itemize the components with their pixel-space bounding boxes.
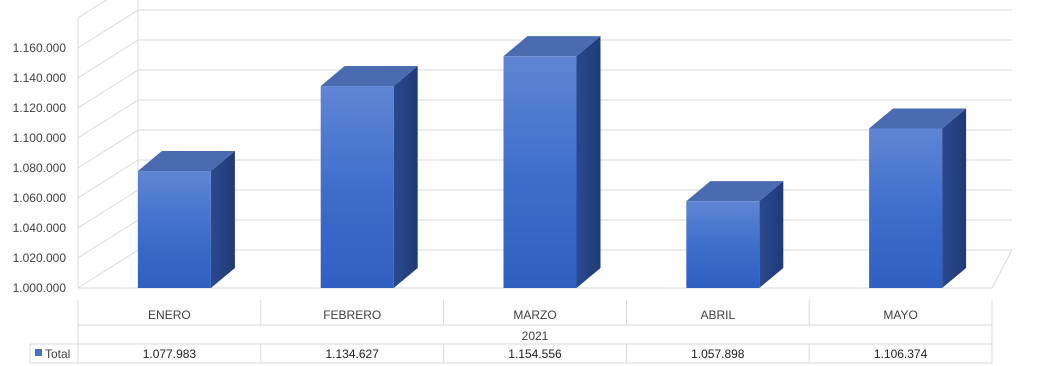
bar <box>320 66 418 288</box>
data-label: 1.057.898 <box>691 347 745 361</box>
y-axis: 1.000.000 1.020.000 1.040.000 1.060.000 1.08… <box>13 41 67 295</box>
y-tick-label: 1.080.000 <box>13 161 67 175</box>
legend-entry: Total <box>45 347 70 361</box>
data-label: 1.077.983 <box>143 347 197 361</box>
data-label: 1.154.556 <box>508 347 562 361</box>
y-tick-label: 1.040.000 <box>13 221 67 235</box>
y-tick-label: 1.060.000 <box>13 191 67 205</box>
y-tick-label: 1.140.000 <box>13 71 67 85</box>
x-tick-label: ENERO <box>148 308 191 322</box>
x-tick-label: ABRIL <box>700 308 735 322</box>
bar <box>503 36 601 288</box>
y-tick-label: 1.020.000 <box>13 251 67 265</box>
group-label: 2021 <box>522 329 549 343</box>
bar <box>137 151 235 288</box>
bar <box>869 108 967 289</box>
data-table: ENERO FEBRERO MARZO ABRIL MAYO 2021 Total 1.077… <box>29 300 993 364</box>
bar <box>686 181 784 288</box>
gridlines <box>77 0 1013 289</box>
y-tick-label: 1.000.000 <box>13 281 67 295</box>
bars <box>137 36 967 289</box>
data-label: 1.134.627 <box>326 347 380 361</box>
data-label: 1.106.374 <box>874 347 928 361</box>
legend-key <box>35 349 42 356</box>
x-tick-label: MAYO <box>883 308 917 322</box>
y-tick-label: 1.100.000 <box>13 131 67 145</box>
y-tick-label: 1.120.000 <box>13 101 67 115</box>
x-tick-label: FEBRERO <box>323 308 381 322</box>
y-tick-label: 1.160.000 <box>13 41 67 55</box>
x-tick-label: MARZO <box>513 308 556 322</box>
